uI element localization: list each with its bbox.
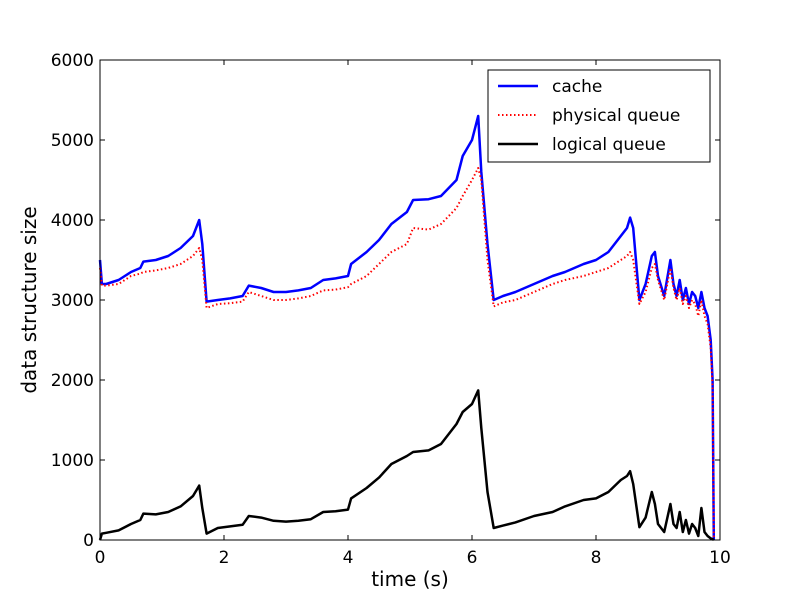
y-tick-label: 5000 bbox=[51, 131, 94, 151]
y-tick-label: 2000 bbox=[51, 371, 94, 391]
y-tick-label: 4000 bbox=[51, 211, 94, 231]
y-tick-label: 3000 bbox=[51, 291, 94, 311]
series-line-cache bbox=[98, 114, 716, 541]
y-tick-label: 6000 bbox=[51, 51, 94, 71]
x-tick-label: 8 bbox=[591, 548, 602, 568]
x-tick-label: 4 bbox=[343, 548, 354, 568]
y-tick-label: 1000 bbox=[51, 451, 94, 471]
x-axis-label: time (s) bbox=[371, 567, 449, 591]
legend-label: cache bbox=[552, 77, 602, 97]
plot-lines bbox=[98, 114, 716, 542]
y-tick-label: 0 bbox=[83, 531, 94, 551]
series-line-logical-queue bbox=[98, 389, 715, 542]
x-tick-label: 2 bbox=[219, 548, 230, 568]
x-tick-label: 0 bbox=[95, 548, 106, 568]
y-axis-label: data structure size bbox=[17, 206, 41, 393]
legend: cache physical queue logical queue bbox=[487, 69, 711, 163]
legend-label: physical queue bbox=[552, 106, 680, 126]
legend-label: logical queue bbox=[552, 135, 666, 155]
x-tick-label: 10 bbox=[709, 548, 731, 568]
series-line-physical-queue bbox=[99, 167, 715, 541]
x-tick-label: 6 bbox=[467, 548, 478, 568]
x-axis-ticks: 0 2 4 6 8 10 bbox=[95, 60, 731, 568]
y-axis-ticks: 0 1000 2000 3000 4000 5000 6000 bbox=[51, 51, 720, 551]
